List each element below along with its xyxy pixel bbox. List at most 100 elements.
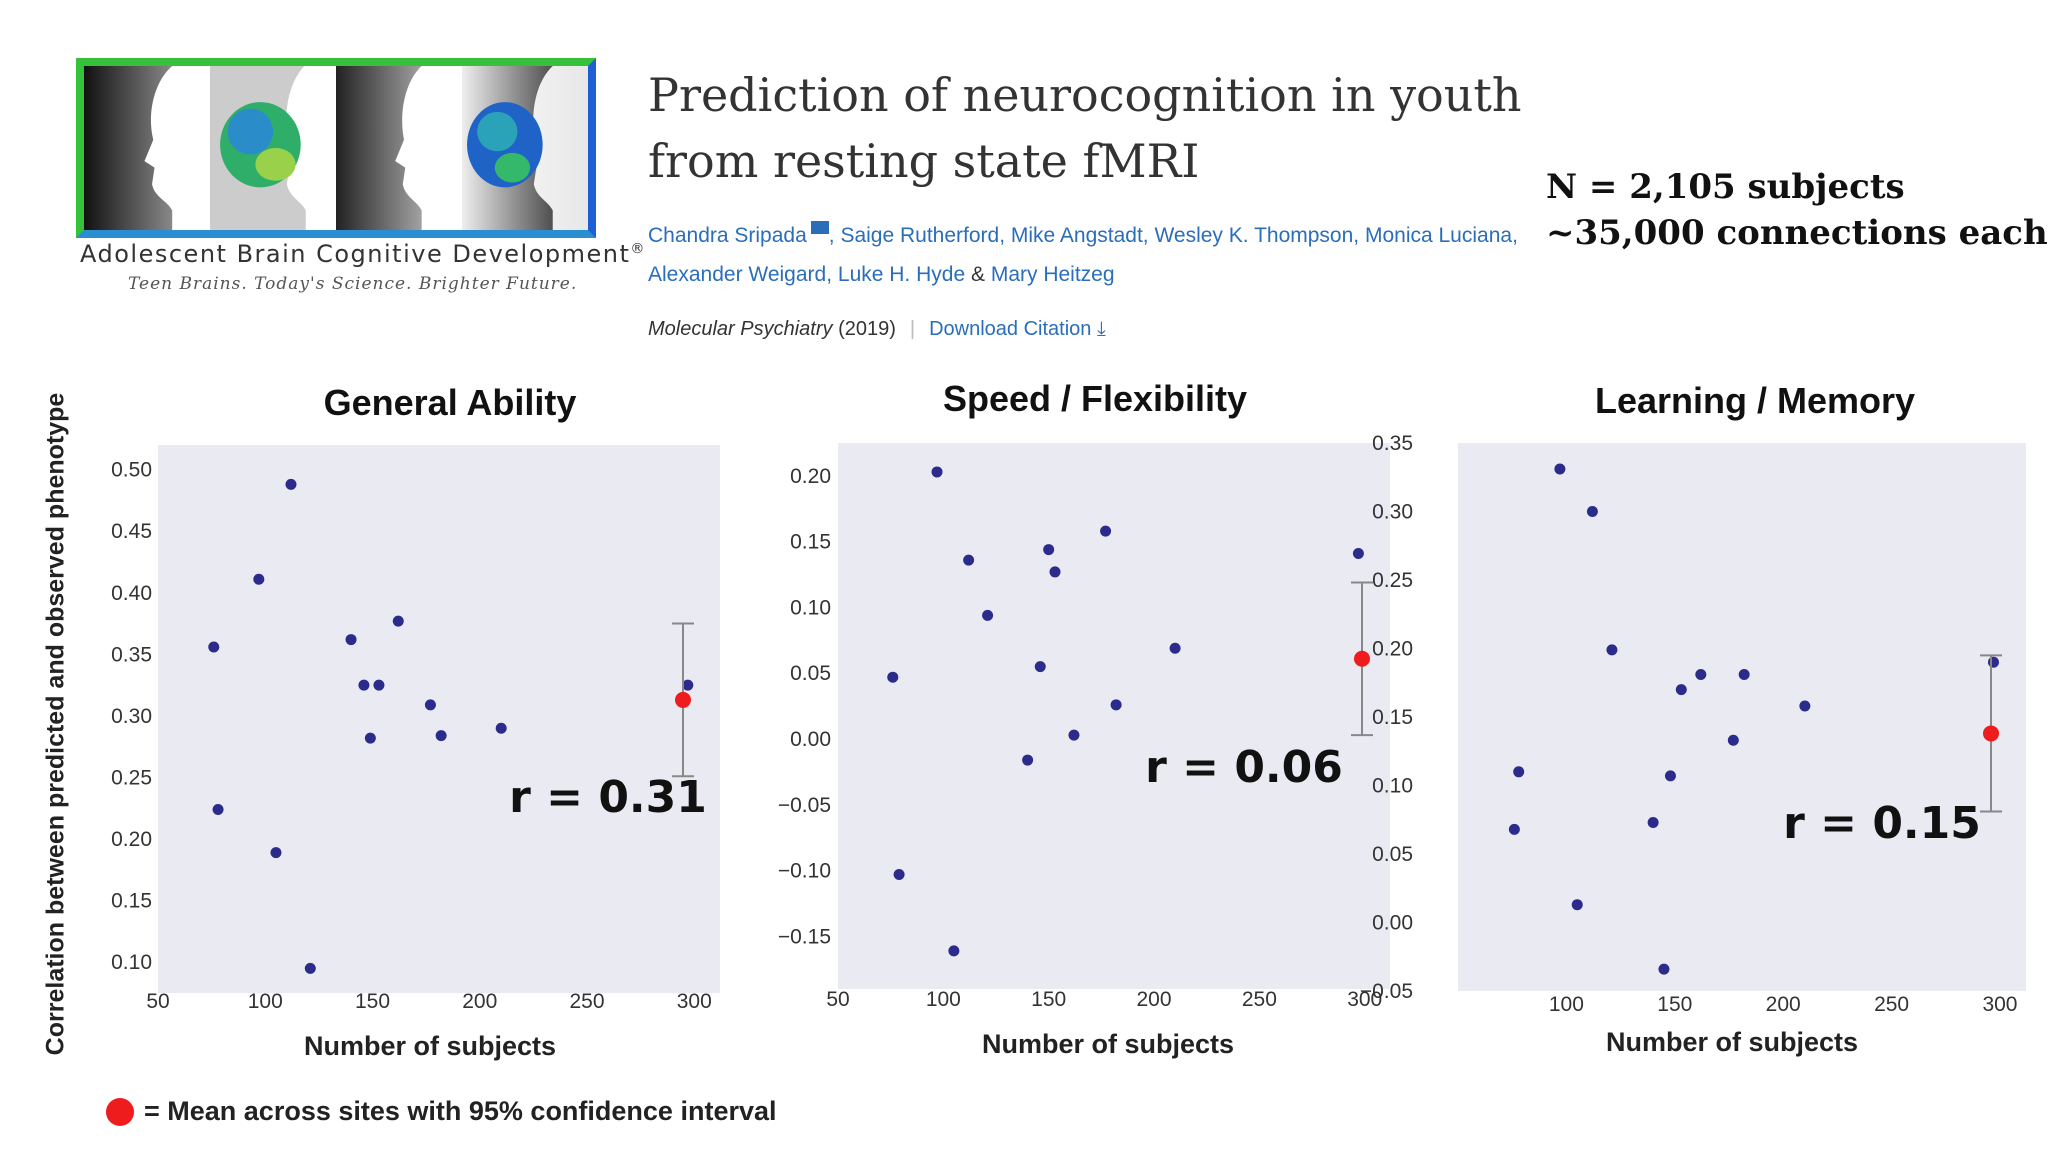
author-link[interactable]: Mike Angstadt: [1010, 224, 1143, 247]
chart-title: Speed / Flexibility: [943, 378, 1247, 419]
y-tick-label: −0.15: [778, 925, 831, 948]
site-data-point: [948, 945, 960, 957]
author-link[interactable]: Alexander Weigard: [648, 263, 827, 286]
site-data-point: [1799, 700, 1811, 712]
y-tick-label: 0.20: [790, 465, 831, 488]
author-link[interactable]: Saige Rutherford: [840, 224, 1000, 247]
x-tick-label: 300: [1982, 993, 2017, 1016]
site-data-point: [495, 722, 507, 734]
y-tick-label: 0.15: [1372, 706, 1413, 729]
author-link[interactable]: Chandra Sripada: [648, 224, 807, 247]
site-data-point: [1987, 656, 1999, 668]
site-data-point: [1647, 816, 1659, 828]
site-data-point: [270, 847, 282, 859]
journal-line: Molecular Psychiatry (2019) | Download Cit…: [648, 318, 1106, 340]
x-tick-label: 150: [355, 990, 390, 1013]
site-data-point: [285, 478, 297, 490]
x-axis-label: Number of subjects: [304, 1031, 556, 1061]
y-tick-label: −0.10: [778, 860, 831, 883]
x-tick-label: 150: [1031, 988, 1066, 1011]
x-tick-label: 100: [1549, 993, 1584, 1016]
correlation-r-label: r = 0.06: [1145, 742, 1343, 793]
legend: = Mean across sites with 95% confidence …: [106, 1096, 777, 1127]
site-data-point: [345, 634, 357, 646]
site-data-point: [887, 671, 899, 683]
y-tick-label: 0.25: [111, 766, 152, 789]
site-data-point: [392, 615, 404, 627]
author-link[interactable]: Mary Heitzeg: [990, 263, 1115, 286]
sample-stats: N = 2,105 subjects ~35,000 connections e…: [1546, 164, 2048, 256]
correlation-r-label: r = 0.15: [1783, 798, 1981, 849]
x-axis-label: Number of subjects: [982, 1029, 1234, 1059]
x-tick-label: 250: [1874, 993, 1909, 1016]
download-citation-link[interactable]: Download Citation ⤓: [929, 318, 1106, 340]
abcd-logo: [76, 58, 596, 238]
site-data-point: [1586, 506, 1598, 517]
site-data-point: [1100, 525, 1112, 537]
legend-text: = Mean across sites with 95% confidence …: [144, 1096, 777, 1126]
mean-marker: [1983, 725, 1999, 742]
x-tick-label: 200: [1137, 988, 1172, 1011]
y-tick-label: 0.10: [111, 951, 152, 974]
y-tick-label: 0.35: [111, 643, 152, 666]
chart-title: General Ability: [324, 382, 577, 423]
author-link[interactable]: Monica Luciana: [1364, 224, 1513, 247]
brain-green-image: [210, 66, 336, 230]
brain-blue-image: [462, 66, 588, 230]
mean-marker: [1354, 650, 1370, 667]
y-tick-label: 0.25: [1372, 569, 1413, 592]
logo-tagline: Teen Brains. Today's Science. Brighter F…: [128, 274, 578, 294]
x-tick-label: 300: [1347, 988, 1382, 1011]
x-tick-label: 150: [1657, 993, 1692, 1016]
x-tick-label: 200: [1766, 993, 1801, 1016]
site-data-point: [1022, 754, 1034, 766]
plot-background: [158, 445, 720, 993]
site-data-point: [304, 962, 316, 974]
site-data-point: [1508, 823, 1520, 835]
head-silhouette-1: [84, 66, 210, 230]
y-tick-label: 0.30: [1372, 501, 1413, 524]
site-data-point: [1352, 548, 1364, 560]
site-data-point: [1034, 661, 1046, 673]
site-data-point: [1727, 734, 1739, 746]
ampersand: &: [970, 263, 985, 286]
site-data-point: [253, 573, 265, 585]
author-list: Chandra Sripada, Saige Rutherford, Mike …: [648, 216, 1528, 294]
site-data-point: [1738, 669, 1750, 681]
site-data-point: [682, 679, 694, 691]
y-tick-label: −0.05: [778, 794, 831, 817]
site-data-point: [1675, 684, 1687, 696]
x-tick-label: 100: [248, 990, 283, 1013]
head-silhouette-2: [336, 66, 462, 230]
author-link[interactable]: Wesley K. Thompson: [1154, 224, 1354, 247]
y-tick-label: 0.10: [1372, 775, 1413, 798]
y-tick-label: 0.10: [790, 596, 831, 619]
author-link[interactable]: Luke H. Hyde: [837, 263, 966, 286]
y-tick-label: 0.45: [111, 520, 152, 543]
site-data-point: [1049, 566, 1061, 578]
y-tick-label: 0.05: [1372, 843, 1413, 866]
y-tick-label: 0.15: [111, 890, 152, 913]
plot-background: [1458, 443, 2026, 991]
y-tick-label: 0.20: [111, 828, 152, 851]
logo-name: Adolescent Brain Cognitive Development®: [80, 240, 646, 268]
connections-count: ~35,000 connections each: [1546, 213, 2048, 253]
mail-icon[interactable]: [810, 221, 829, 234]
paper-title: Prediction of neurocognition in youth fr…: [648, 68, 1522, 188]
correlation-r-label: r = 0.31: [509, 772, 707, 823]
x-tick-label: 200: [462, 990, 497, 1013]
y-tick-label: 0.00: [1372, 912, 1413, 935]
site-data-point: [1110, 699, 1122, 711]
site-data-point: [1664, 770, 1676, 782]
site-data-point: [1068, 729, 1080, 741]
x-tick-label: 250: [569, 990, 604, 1013]
x-tick-label: 50: [146, 990, 169, 1013]
site-data-point: [358, 679, 370, 691]
y-tick-label: 0.40: [111, 582, 152, 605]
site-data-point: [212, 804, 224, 816]
journal-name: Molecular Psychiatry: [648, 318, 833, 340]
x-tick-label: 100: [926, 988, 961, 1011]
site-data-point: [963, 554, 975, 566]
y-tick-label: 0.35: [1372, 432, 1413, 455]
